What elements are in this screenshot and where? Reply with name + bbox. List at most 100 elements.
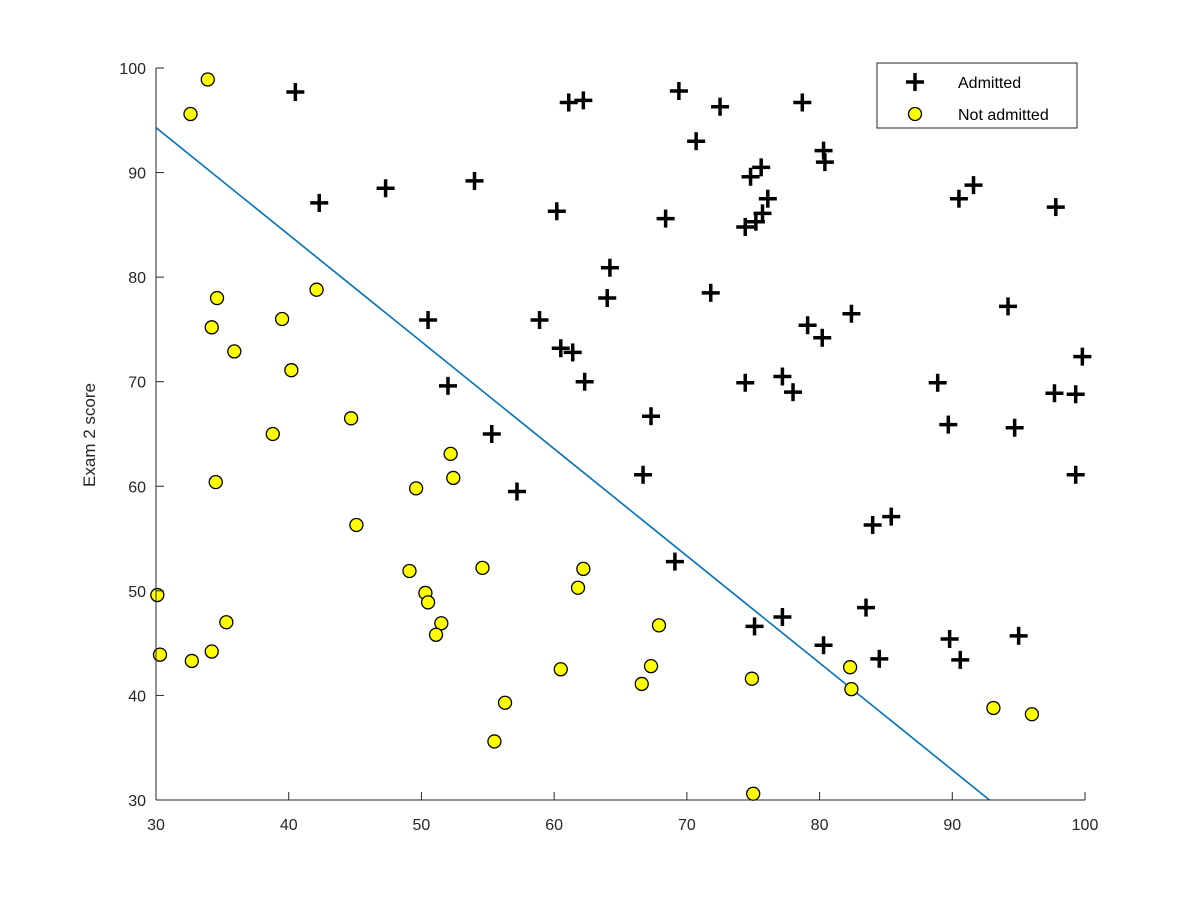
not-admitted-point xyxy=(408,481,424,496)
admitted-point xyxy=(773,608,792,626)
admitted-point xyxy=(551,339,570,358)
admitted-point xyxy=(1045,384,1064,403)
admitted-point xyxy=(1066,385,1085,404)
not-admitted-point xyxy=(986,700,1001,716)
y-tick-label: 90 xyxy=(128,166,146,183)
legend: Admitted Not admitted xyxy=(876,62,1078,129)
not-admitted-point xyxy=(152,647,168,662)
not-admitted-point xyxy=(634,676,649,692)
x-tick-label: 40 xyxy=(280,817,298,834)
plot-area xyxy=(150,72,1092,801)
not-admitted-point xyxy=(227,344,242,359)
y-axis-label: Exam 2 score xyxy=(80,383,99,487)
admitted-point xyxy=(741,167,760,186)
not-admitted-point xyxy=(1024,707,1040,722)
not-admitted-point xyxy=(274,311,290,327)
admitted-point xyxy=(701,283,720,302)
admitted-point xyxy=(1073,347,1092,366)
x-tick-label: 70 xyxy=(678,817,696,834)
admitted-point xyxy=(465,171,484,190)
not-admitted-point xyxy=(746,786,761,801)
admitted-point xyxy=(951,650,970,669)
not-admitted-point xyxy=(184,653,199,669)
admitted-point xyxy=(376,179,395,198)
admitted-point xyxy=(863,515,882,534)
admitted-point xyxy=(1066,465,1085,484)
admitted-point xyxy=(745,617,764,636)
not-admitted-point xyxy=(343,411,359,426)
not-admitted-point xyxy=(497,695,513,710)
not-admitted-point xyxy=(446,470,461,486)
admitted-point xyxy=(438,376,457,395)
not-admitted-point xyxy=(428,627,444,642)
admitted-point xyxy=(600,258,619,277)
not-admitted-point xyxy=(204,320,219,335)
admitted-point xyxy=(507,482,526,501)
not-admitted-point xyxy=(744,671,760,686)
admitted-point xyxy=(758,189,777,208)
not-admitted-point xyxy=(434,616,449,631)
not-admitted-point xyxy=(284,363,299,378)
not-admitted-point xyxy=(183,106,198,122)
admitted-point xyxy=(559,93,578,112)
admitted-point xyxy=(814,636,833,655)
admitted-point xyxy=(419,311,438,330)
admitted-point xyxy=(882,507,901,526)
not-admitted-point xyxy=(475,560,490,576)
admitted-point xyxy=(530,311,549,330)
admitted-point xyxy=(815,153,834,172)
admitted-point xyxy=(563,343,582,362)
admitted-point xyxy=(870,649,889,668)
not-admitted-point xyxy=(219,615,234,630)
not-admitted-point xyxy=(844,682,859,697)
admitted-point xyxy=(598,289,617,308)
admitted-point xyxy=(940,629,959,648)
admitted-point xyxy=(773,367,792,386)
x-tick-label: 30 xyxy=(147,817,165,834)
admitted-point xyxy=(286,83,305,102)
x-tick-label: 80 xyxy=(811,817,829,834)
admitted-point xyxy=(574,91,593,110)
not-admitted-point xyxy=(209,290,225,306)
admitted-point xyxy=(784,383,803,402)
admitted-point xyxy=(939,415,958,434)
admitted-point xyxy=(1005,418,1024,437)
not-admitted-point xyxy=(309,282,324,297)
y-tick-label: 70 xyxy=(128,375,146,392)
admitted-point xyxy=(642,407,661,426)
admitted-point xyxy=(813,328,832,347)
not-admitted-point xyxy=(643,658,659,674)
not-admitted-point xyxy=(420,595,436,610)
not-admitted-point xyxy=(487,734,502,749)
admitted-point xyxy=(842,304,861,323)
not-admitted-point xyxy=(402,563,417,579)
y-tick-label: 40 xyxy=(128,688,146,705)
x-tick-label: 90 xyxy=(943,817,961,834)
y-tick-label: 100 xyxy=(119,61,146,78)
y-tick-label: 50 xyxy=(128,584,146,601)
admitted-point xyxy=(687,132,706,151)
admitted-point xyxy=(310,193,329,212)
legend-label: Admitted xyxy=(958,75,1021,92)
admitted-point xyxy=(1046,198,1065,217)
not-admitted-point xyxy=(200,72,215,87)
admitted-point xyxy=(634,465,653,484)
admitted-point xyxy=(949,189,968,208)
admitted-point xyxy=(753,204,772,223)
admitted-point xyxy=(999,297,1018,316)
admitted-point xyxy=(575,372,594,391)
not-admitted-point xyxy=(570,580,586,595)
admitted-point xyxy=(736,373,755,392)
admitted-point xyxy=(547,202,566,221)
admitted-point xyxy=(928,373,947,392)
not-admitted-point xyxy=(651,618,667,633)
not-admitted-point xyxy=(150,587,165,603)
admitted-point xyxy=(665,552,684,571)
admitted-point xyxy=(857,598,876,617)
y-tick-label: 60 xyxy=(128,479,146,496)
admitted-point xyxy=(798,316,817,335)
admitted-point xyxy=(711,97,730,116)
not-admitted-point xyxy=(576,561,591,577)
